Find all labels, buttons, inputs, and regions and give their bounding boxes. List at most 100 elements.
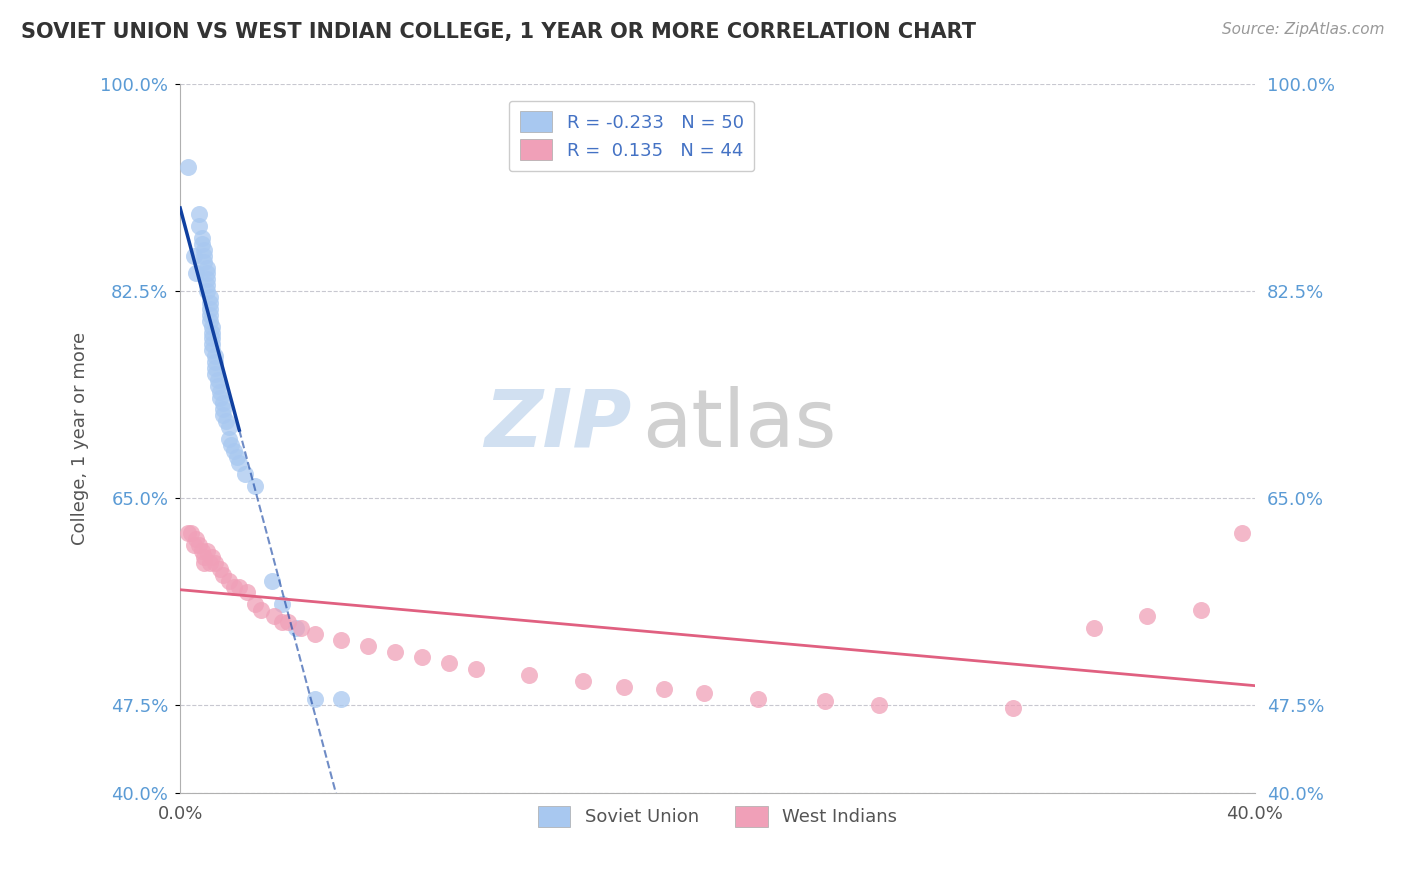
Point	[204, 361, 226, 376]
Point	[195, 278, 218, 293]
Point	[188, 207, 211, 221]
Point	[195, 272, 218, 286]
Point	[245, 479, 267, 493]
Text: ZIP: ZIP	[484, 385, 631, 464]
Point	[236, 585, 259, 599]
Point	[209, 562, 232, 576]
Point	[218, 432, 240, 446]
Text: Source: ZipAtlas.com: Source: ZipAtlas.com	[1222, 22, 1385, 37]
Point	[304, 691, 326, 706]
Point	[290, 621, 312, 635]
Point	[222, 580, 245, 594]
Point	[190, 544, 212, 558]
Point	[190, 231, 212, 245]
Point	[868, 698, 890, 712]
Point	[186, 533, 208, 547]
Point	[384, 644, 406, 658]
Point	[193, 549, 215, 564]
Point	[218, 574, 240, 588]
Point	[207, 378, 229, 392]
Point	[193, 556, 215, 570]
Point	[233, 467, 256, 482]
Point	[464, 662, 486, 676]
Point	[201, 343, 224, 358]
Point	[201, 326, 224, 340]
Point	[249, 603, 271, 617]
Point	[1230, 526, 1253, 541]
Point	[204, 349, 226, 363]
Point	[260, 574, 283, 588]
Point	[1002, 701, 1025, 715]
Point	[198, 290, 221, 304]
Point	[212, 396, 235, 410]
Point	[357, 639, 380, 653]
Point	[183, 249, 205, 263]
Point	[198, 308, 221, 322]
Point	[201, 331, 224, 345]
Point	[814, 694, 837, 708]
Point	[204, 355, 226, 369]
Point	[519, 668, 541, 682]
Point	[177, 160, 200, 174]
Point	[572, 674, 595, 689]
Point	[183, 538, 205, 552]
Point	[215, 414, 238, 428]
Point	[198, 314, 221, 328]
Point	[193, 254, 215, 268]
Point	[207, 373, 229, 387]
Point	[652, 682, 675, 697]
Point	[201, 549, 224, 564]
Point	[195, 544, 218, 558]
Point	[1136, 609, 1159, 624]
Text: SOVIET UNION VS WEST INDIAN COLLEGE, 1 YEAR OR MORE CORRELATION CHART: SOVIET UNION VS WEST INDIAN COLLEGE, 1 Y…	[21, 22, 976, 42]
Point	[228, 580, 250, 594]
Legend: Soviet Union, West Indians: Soviet Union, West Indians	[531, 798, 904, 834]
Point	[271, 597, 294, 611]
Y-axis label: College, 1 year or more: College, 1 year or more	[72, 333, 89, 545]
Point	[284, 621, 307, 635]
Point	[193, 249, 215, 263]
Point	[198, 556, 221, 570]
Point	[330, 632, 353, 647]
Point	[212, 567, 235, 582]
Point	[201, 337, 224, 351]
Point	[198, 301, 221, 316]
Point	[693, 686, 716, 700]
Point	[204, 556, 226, 570]
Point	[209, 391, 232, 405]
Point	[195, 284, 218, 298]
Point	[747, 691, 769, 706]
Point	[263, 609, 285, 624]
Point	[188, 219, 211, 234]
Point	[411, 650, 433, 665]
Point	[612, 680, 634, 694]
Point	[188, 538, 211, 552]
Point	[209, 384, 232, 399]
Point	[1189, 603, 1212, 617]
Point	[212, 402, 235, 417]
Point	[245, 597, 267, 611]
Text: atlas: atlas	[643, 385, 837, 464]
Point	[212, 409, 235, 423]
Point	[180, 526, 202, 541]
Point	[225, 450, 247, 464]
Point	[195, 260, 218, 275]
Point	[193, 243, 215, 257]
Point	[190, 236, 212, 251]
Point	[204, 367, 226, 381]
Point	[1083, 621, 1105, 635]
Point	[304, 627, 326, 641]
Point	[186, 267, 208, 281]
Point	[195, 267, 218, 281]
Point	[177, 526, 200, 541]
Point	[219, 438, 242, 452]
Point	[330, 691, 353, 706]
Point	[222, 443, 245, 458]
Point	[437, 657, 460, 671]
Point	[228, 456, 250, 470]
Point	[198, 296, 221, 310]
Point	[201, 319, 224, 334]
Point	[271, 615, 294, 629]
Point	[277, 615, 299, 629]
Point	[218, 420, 240, 434]
